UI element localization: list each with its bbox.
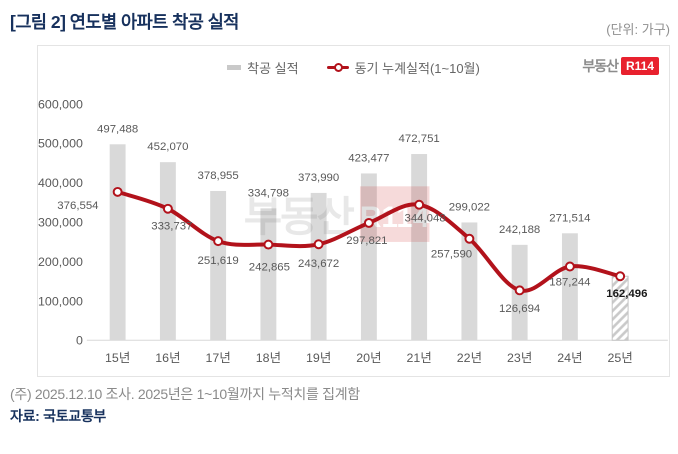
- x-tick-label: 21년: [407, 351, 432, 365]
- final-value-label: 162,496: [606, 288, 647, 300]
- bar-value-label: 334,798: [248, 187, 289, 199]
- line-value-label: 333,737: [151, 221, 192, 233]
- bar-value-label: 378,955: [198, 170, 239, 182]
- x-tick-label: 18년: [256, 351, 281, 365]
- source-label: 자료: 국토교통부: [10, 408, 107, 424]
- bar-value-label: 472,751: [399, 133, 440, 145]
- x-tick-label: 17년: [206, 351, 231, 365]
- line-value-label: 257,590: [431, 249, 472, 261]
- line-value-label: 187,244: [549, 276, 591, 288]
- bar-value-label: 423,477: [348, 153, 389, 165]
- line-marker: [414, 199, 425, 210]
- bar: [109, 144, 126, 341]
- y-tick-label: 500,000: [38, 137, 83, 151]
- bar-value-label: 242,188: [499, 224, 540, 236]
- line-marker: [213, 236, 224, 247]
- brand-logo-badge: R114: [620, 57, 659, 75]
- line-marker: [564, 261, 575, 272]
- bar-swatch-icon: [227, 65, 242, 70]
- bar: [360, 173, 377, 341]
- line-marker: [162, 203, 173, 214]
- brand-logo: 부동산 R114: [582, 56, 659, 76]
- chart-plot: 0 100,000 200,000 300,000 400,000 500,000 600,…: [38, 97, 668, 365]
- line-marker: [313, 239, 324, 250]
- svg-text:부동산: 부동산: [244, 193, 355, 240]
- bar-hatched: [611, 275, 629, 341]
- chart-box: 착공 실적 동기 누계실적(1~10월) 부동산 R114 0 100,000 20…: [37, 45, 670, 377]
- bar: [411, 154, 428, 341]
- bar-value-label: 271,514: [549, 212, 591, 224]
- line-marker: [112, 186, 123, 197]
- x-tick-label: 22년: [457, 351, 482, 365]
- watermark: 부동산 R114: [244, 186, 430, 242]
- bar: [159, 162, 176, 341]
- y-tick-label: 0: [76, 334, 83, 348]
- line-value-label: 344,048: [404, 213, 445, 225]
- line-value-label: 243,672: [298, 258, 339, 270]
- y-tick-label: 200,000: [38, 255, 83, 269]
- legend-item-line: 동기 누계실적(1~10월): [326, 58, 480, 77]
- chart-legend: 착공 실적 동기 누계실적(1~10월): [38, 58, 669, 77]
- line-swatch-icon: [326, 63, 349, 72]
- legend-item-bar: 착공 실적: [227, 58, 299, 77]
- line-marker: [615, 271, 626, 282]
- bar: [260, 208, 277, 341]
- footnote: (주) 2025.12.10 조사. 2025년은 1~10월까지 누적치를 집…: [10, 386, 360, 402]
- bar-value-label: 452,070: [147, 141, 188, 153]
- y-tick-label: 600,000: [38, 97, 83, 111]
- x-tick-label: 19년: [306, 351, 331, 365]
- x-tick-label: 16년: [155, 351, 180, 365]
- bar: [310, 192, 327, 341]
- x-tick-label: 15년: [105, 351, 130, 365]
- line-value-label: 251,619: [198, 255, 239, 267]
- line-marker: [363, 217, 374, 228]
- bar: [561, 233, 578, 341]
- unit-label: (단위: 가구): [606, 22, 670, 37]
- bar-value-label: 299,022: [449, 202, 490, 214]
- brand-logo-text: 부동산: [582, 58, 619, 74]
- x-tick-label: 25년: [608, 351, 633, 365]
- line-marker: [514, 285, 525, 296]
- y-tick-label: 100,000: [38, 294, 83, 308]
- line-marker: [263, 239, 274, 250]
- legend-line-label: 동기 누계실적(1~10월): [354, 61, 480, 76]
- x-tick-label: 23년: [507, 351, 532, 365]
- bar-value-label: 373,990: [298, 172, 339, 184]
- legend-bar-label: 착공 실적: [247, 61, 299, 76]
- line-value-label: 297,821: [346, 235, 387, 247]
- line-value-label: 242,865: [249, 261, 290, 273]
- x-tick-label: 24년: [557, 351, 582, 365]
- y-tick-label: 300,000: [38, 216, 83, 230]
- bar-value-label: 497,488: [97, 123, 138, 135]
- bar: [210, 190, 227, 341]
- page-title: [그림 2] 연도별 아파트 착공 실적: [10, 12, 239, 32]
- bar: [461, 222, 478, 341]
- x-tick-label: 20년: [356, 351, 381, 365]
- y-tick-label: 400,000: [38, 176, 83, 190]
- line-marker: [464, 233, 475, 244]
- line-value-label: 126,694: [499, 303, 541, 315]
- line-value-label: 376,554: [57, 200, 99, 212]
